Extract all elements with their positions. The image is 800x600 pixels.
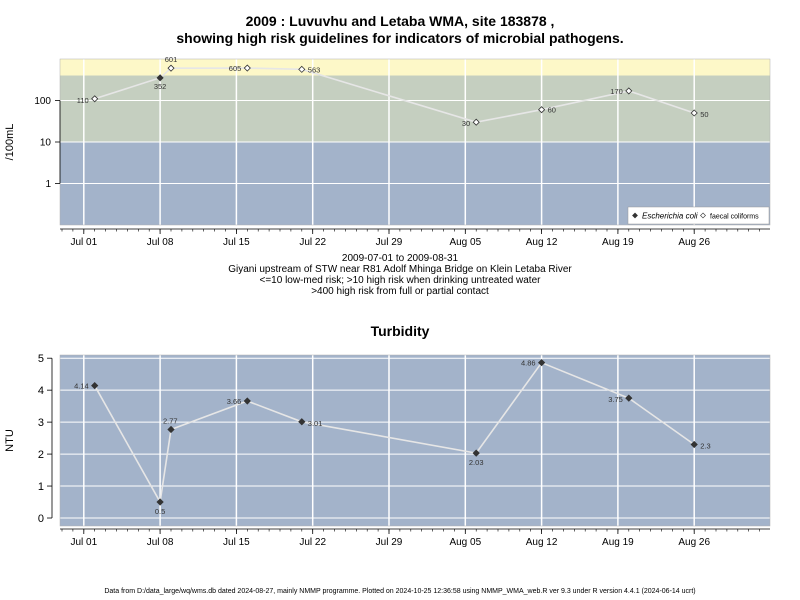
y-tick-label: 100 <box>34 96 51 107</box>
y-axis-label: /100mL <box>4 124 16 161</box>
data-label: 2.03 <box>469 458 484 467</box>
data-label: 563 <box>308 65 321 74</box>
x-tick-label: Jul 08 <box>147 237 174 248</box>
ecoli-point <box>156 74 164 82</box>
y-axis-label: NTU <box>4 429 16 452</box>
y-tick-label: 3 <box>38 417 44 429</box>
data-label: 352 <box>154 82 167 91</box>
data-label: 30 <box>462 119 470 128</box>
turbidity-point <box>156 498 164 506</box>
turbidity-point <box>537 359 546 367</box>
x-tick-label: Jul 22 <box>299 237 326 248</box>
faecal-coliform-point <box>625 87 633 95</box>
legend-faecal-marker <box>700 212 706 219</box>
x-tick-label: Aug 12 <box>526 237 558 248</box>
x-tick-label: Jul 22 <box>299 537 326 548</box>
x-tick-label: Jul 01 <box>70 537 97 548</box>
faecal-coliform-point <box>243 64 251 72</box>
plot-background <box>60 355 770 526</box>
plot-frame <box>59 354 771 527</box>
x-tick-label: Aug 05 <box>449 237 481 248</box>
data-label: 3.75 <box>608 395 623 404</box>
legend-box <box>627 206 770 225</box>
y-tick-label: 10 <box>40 138 52 149</box>
x-tick-label: Jul 15 <box>223 237 250 248</box>
faecal-coliform-point <box>298 65 306 73</box>
x-tick-label: Aug 19 <box>602 237 634 248</box>
y-tick-label: 1 <box>38 481 44 493</box>
y-tick-label: 0 <box>38 513 44 525</box>
data-label: 2.3 <box>700 441 710 450</box>
data-label: 2.77 <box>163 416 178 425</box>
data-label: 50 <box>700 110 708 119</box>
data-label: 170 <box>610 87 623 96</box>
y-tick-label: 5 <box>38 353 44 365</box>
data-label: 4.14 <box>74 382 89 391</box>
turbidity-point <box>472 449 480 457</box>
turbidity-point <box>298 418 306 426</box>
data-label: 0.5 <box>155 507 165 516</box>
x-tick-label: Aug 12 <box>526 537 558 548</box>
data-label: 110 <box>77 96 89 105</box>
turbidity-point <box>167 425 175 434</box>
turbidity-point <box>91 382 99 390</box>
date-range-note: 2009-07-01 to 2009-08-31 <box>341 253 459 264</box>
x-tick-label: Jul 08 <box>147 537 174 548</box>
legend-ecoli-marker <box>632 212 638 219</box>
y-tick-label: 1 <box>45 179 51 190</box>
chart-title-line-1: 2009 : Luvuvhu and Letaba WMA, site 1838… <box>245 13 555 29</box>
x-tick-label: Aug 26 <box>678 237 710 248</box>
footer-note: Data from D:/data_large/wq/wms.db dated … <box>104 588 696 595</box>
risk-guideline-note: <=10 low-med risk; >10 high risk when dr… <box>259 275 541 286</box>
site-description-note: Giyani upstream of STW near R81 Adolf Mh… <box>228 264 572 275</box>
legend-faecal-label: faecal coliforms <box>710 214 759 221</box>
data-label: 4.86 <box>521 359 536 368</box>
x-tick-label: Jul 15 <box>223 537 250 548</box>
chart-title-line-2: showing high risk guidelines for indicat… <box>176 30 624 46</box>
data-label: 605 <box>229 64 242 73</box>
x-tick-label: Jul 29 <box>376 537 403 548</box>
x-tick-label: Aug 05 <box>449 537 481 548</box>
risk-band-2 <box>60 59 770 76</box>
faecal-coliform-point <box>167 64 175 72</box>
turbidity-point <box>243 397 251 405</box>
faecal-coliform-point <box>690 109 698 117</box>
data-label: 601 <box>165 55 178 64</box>
risk-band-1 <box>60 75 770 142</box>
y-tick-label: 2 <box>38 449 44 461</box>
turbidity-title: Turbidity <box>370 323 430 339</box>
turbidity-point <box>625 394 633 402</box>
legend: Escherichia coli faecal coliforms <box>627 206 770 225</box>
faecal-coliform-point <box>91 95 99 103</box>
turbidity-point <box>690 440 698 449</box>
turbidity-chart: 0 1 2 3 4 5 NTU Jul 01 Jul 08 Jul 15 Jul 22 Jul 29 A… <box>4 353 771 548</box>
x-tick-label: Jul 29 <box>376 237 403 248</box>
legend-ecoli-label: Escherichia coli <box>642 212 698 221</box>
data-label: 3.01 <box>308 419 323 428</box>
contact-risk-note: >400 high risk from full or partial cont… <box>311 286 489 297</box>
faecal-coliform-point <box>472 118 480 126</box>
x-tick-label: Aug 19 <box>602 537 634 548</box>
x-tick-label: Jul 01 <box>70 237 97 248</box>
faecal-coliform-point <box>538 106 546 114</box>
data-label: 3.66 <box>227 397 242 406</box>
x-tick-label: Aug 26 <box>678 537 710 548</box>
data-label: 60 <box>548 106 556 115</box>
y-tick-label: 4 <box>38 385 44 397</box>
